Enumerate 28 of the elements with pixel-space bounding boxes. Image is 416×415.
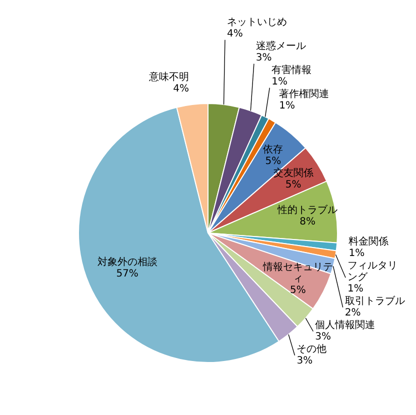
data-label: 8% [300, 216, 316, 228]
data-label: 57% [116, 268, 138, 280]
slice-label: 有害情報 [272, 64, 312, 76]
data-label: 5% [265, 156, 282, 168]
data-label: 3% [296, 356, 313, 367]
slice-label: 個人情報関連 [315, 319, 376, 332]
data-label: 1% [272, 76, 288, 88]
data-label: 3% [256, 52, 272, 64]
slice-label: 対象外の相談 [97, 256, 158, 268]
data-label: 5% [290, 285, 306, 296]
slice-label: フィルタリング [348, 260, 398, 284]
data-label: 1% [348, 284, 364, 295]
data-label: 4% [173, 83, 190, 94]
data-label: 4% [226, 28, 243, 40]
slice-label: 意味不明 [148, 70, 190, 83]
data-label: 2% [344, 308, 361, 319]
slice-label: 料金関係 [348, 236, 389, 248]
slice-label: 取引トラブル [344, 295, 405, 308]
data-label: 1% [279, 100, 296, 112]
slice-label: ネットいじめ [226, 17, 287, 28]
data-label: 5% [285, 179, 302, 190]
slice-label: 依存 [263, 144, 284, 156]
slice-label: 情報セキュリティ [262, 261, 333, 285]
slice-label: 著作権関連 [279, 88, 330, 100]
slice-label: その他 [296, 343, 327, 356]
data-label: 1% [348, 248, 365, 260]
data-label: 3% [315, 332, 332, 343]
slice-label: 迷惑メール [256, 40, 306, 52]
